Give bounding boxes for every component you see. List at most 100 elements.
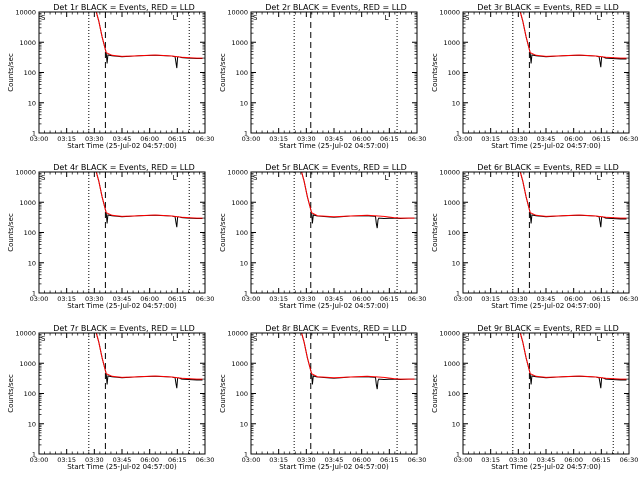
chart-title: Det 6r BLACK = Events, RED = LLD bbox=[477, 163, 619, 172]
y-tick-label: 1000 bbox=[231, 360, 248, 368]
chart-panel-2: Det 2r BLACK = Events, RED = LLD 1 10 100 10… bbox=[219, 3, 426, 150]
x-tick-label: 03:45 bbox=[113, 295, 132, 303]
x-tick-label: 03:15 bbox=[269, 135, 288, 143]
series-lld bbox=[519, 172, 627, 219]
chart-title: Det 1r BLACK = Events, RED = LLD bbox=[53, 3, 195, 12]
marker-s: S bbox=[465, 14, 470, 22]
y-tick-label: 10 bbox=[452, 420, 460, 428]
marker-l: L bbox=[597, 14, 601, 22]
x-axis-label: Start Time (25-Jul-02 04:57:00) bbox=[491, 302, 601, 310]
series-lld bbox=[301, 172, 415, 219]
y-tick-label: 10000 bbox=[227, 330, 248, 338]
y-axis-label: Counts/sec bbox=[431, 374, 439, 413]
x-tick-label: 06:15 bbox=[380, 135, 399, 143]
x-tick-label: 03:15 bbox=[57, 295, 76, 303]
y-tick-label: 10000 bbox=[439, 330, 460, 338]
x-axis-label: Start Time (25-Jul-02 04:57:00) bbox=[67, 463, 177, 471]
x-tick-label: 06:00 bbox=[564, 456, 583, 464]
x-tick-label: 03:30 bbox=[85, 295, 104, 303]
x-tick-label: 06:00 bbox=[564, 135, 583, 143]
y-tick-label: 1 bbox=[456, 290, 460, 298]
x-tick-label: 03:30 bbox=[297, 295, 316, 303]
y-tick-label: 1000 bbox=[19, 360, 36, 368]
chart-panel-8: Det 8r BLACK = Events, RED = LLD 1 10 100 10… bbox=[219, 324, 426, 471]
x-tick-label: 03:30 bbox=[85, 135, 104, 143]
x-tick-label: 06:30 bbox=[620, 456, 639, 464]
marker-l: L bbox=[173, 335, 177, 343]
y-tick-label: 1 bbox=[456, 130, 460, 138]
x-tick-label: 03:45 bbox=[325, 135, 344, 143]
y-tick-label: 100 bbox=[448, 69, 460, 77]
series-lld bbox=[519, 333, 627, 380]
y-tick-label: 10000 bbox=[15, 169, 36, 177]
y-tick-label: 1000 bbox=[443, 39, 460, 47]
x-tick-label: 03:30 bbox=[509, 295, 528, 303]
plot-frame bbox=[462, 11, 630, 134]
marker-l: L bbox=[173, 14, 177, 22]
x-tick-label: 03:00 bbox=[454, 295, 473, 303]
x-tick-label: 03:00 bbox=[30, 456, 49, 464]
chart-title: Det 4r BLACK = Events, RED = LLD bbox=[53, 163, 195, 172]
x-tick-label: 03:45 bbox=[537, 135, 556, 143]
x-axis-label: Start Time (25-Jul-02 04:57:00) bbox=[67, 302, 177, 310]
x-tick-label: 06:30 bbox=[620, 135, 639, 143]
x-tick-label: 03:30 bbox=[509, 135, 528, 143]
x-tick-label: 03:15 bbox=[481, 456, 500, 464]
y-tick-label: 1 bbox=[244, 451, 248, 459]
y-tick-label: 1000 bbox=[231, 39, 248, 47]
chart-title: Det 3r BLACK = Events, RED = LLD bbox=[477, 3, 619, 12]
y-tick-label: 10 bbox=[28, 420, 36, 428]
y-tick-label: 10000 bbox=[227, 9, 248, 17]
x-tick-label: 03:45 bbox=[113, 456, 132, 464]
chart-title: Det 9r BLACK = Events, RED = LLD bbox=[477, 324, 619, 333]
x-tick-label: 03:00 bbox=[242, 295, 261, 303]
y-tick-label: 1 bbox=[244, 130, 248, 138]
x-tick-label: 06:30 bbox=[408, 135, 427, 143]
y-tick-label: 10 bbox=[28, 259, 36, 267]
y-tick-label: 100 bbox=[24, 229, 36, 237]
x-tick-label: 06:00 bbox=[352, 456, 371, 464]
x-tick-label: 06:15 bbox=[592, 135, 611, 143]
x-axis-label: Start Time (25-Jul-02 04:57:00) bbox=[491, 463, 601, 471]
y-tick-label: 1 bbox=[32, 451, 36, 459]
y-tick-label: 1000 bbox=[443, 360, 460, 368]
y-tick-label: 10 bbox=[240, 99, 248, 107]
x-tick-label: 03:30 bbox=[509, 456, 528, 464]
marker-l: L bbox=[597, 174, 601, 182]
marker-s: S bbox=[465, 335, 470, 343]
x-tick-label: 06:15 bbox=[168, 135, 187, 143]
marker-s: S bbox=[253, 335, 258, 343]
y-tick-label: 10000 bbox=[15, 330, 36, 338]
x-tick-label: 06:30 bbox=[196, 135, 215, 143]
x-tick-label: 03:15 bbox=[269, 295, 288, 303]
x-tick-label: 03:00 bbox=[454, 135, 473, 143]
plot-frame bbox=[38, 171, 206, 294]
plot-frame bbox=[250, 171, 418, 294]
x-tick-label: 06:00 bbox=[140, 456, 159, 464]
y-tick-label: 1 bbox=[456, 451, 460, 459]
series-lld bbox=[301, 333, 415, 380]
x-tick-label: 03:45 bbox=[325, 456, 344, 464]
x-tick-label: 06:00 bbox=[140, 295, 159, 303]
chart-title: Det 8r BLACK = Events, RED = LLD bbox=[265, 324, 407, 333]
plot-frame bbox=[462, 332, 630, 455]
plot-frame bbox=[250, 332, 418, 455]
y-axis-label: Counts/sec bbox=[219, 213, 227, 252]
x-axis-label: Start Time (25-Jul-02 04:57:00) bbox=[279, 302, 389, 310]
x-tick-label: 03:15 bbox=[481, 135, 500, 143]
x-tick-label: 03:45 bbox=[537, 456, 556, 464]
x-tick-label: 03:30 bbox=[297, 135, 316, 143]
y-tick-label: 1 bbox=[32, 130, 36, 138]
x-tick-label: 06:30 bbox=[408, 456, 427, 464]
y-tick-label: 10000 bbox=[439, 169, 460, 177]
y-tick-label: 100 bbox=[24, 390, 36, 398]
y-tick-label: 100 bbox=[236, 229, 248, 237]
x-tick-label: 03:15 bbox=[481, 295, 500, 303]
series-lld bbox=[95, 333, 203, 380]
y-tick-label: 10 bbox=[240, 259, 248, 267]
chart-panel-3: Det 3r BLACK = Events, RED = LLD 1 10 100 10… bbox=[431, 3, 638, 150]
y-tick-label: 10000 bbox=[439, 9, 460, 17]
chart-panel-6: Det 6r BLACK = Events, RED = LLD 1 10 100 10… bbox=[431, 163, 638, 310]
marker-s: S bbox=[253, 14, 258, 22]
x-tick-label: 06:15 bbox=[380, 295, 399, 303]
